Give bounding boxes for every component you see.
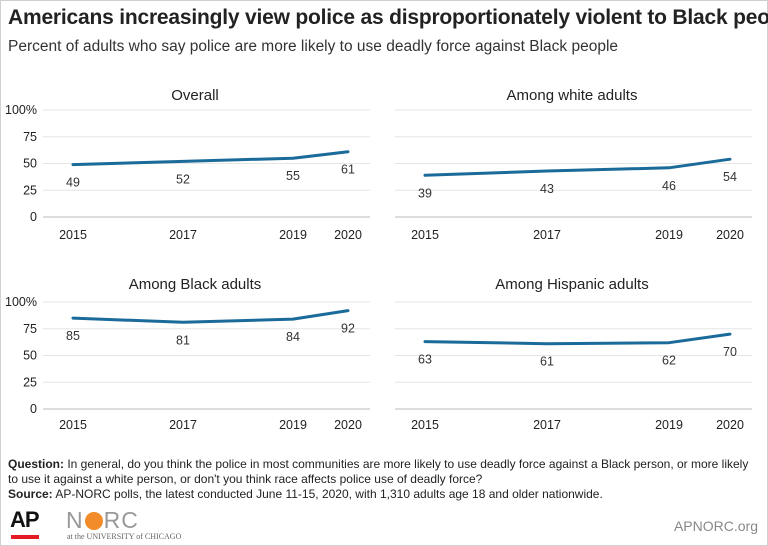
x-tick-label: 2015 <box>59 418 87 432</box>
x-tick-label: 2015 <box>59 228 87 242</box>
data-label: 43 <box>540 182 554 196</box>
data-label: 61 <box>341 163 355 177</box>
norc-letter-n: N <box>66 507 84 533</box>
y-tick-label: 0 <box>30 402 37 416</box>
x-tick-label: 2019 <box>655 418 683 432</box>
question-text: In general, do you think the police in m… <box>8 457 749 486</box>
data-label: 54 <box>723 170 737 184</box>
notes: Question: In general, do you think the p… <box>8 457 760 502</box>
norc-logo: N RC at the UNIVERSITY of CHICAGO <box>66 507 181 541</box>
panel-title: Overall <box>171 87 219 104</box>
ap-logo-bar <box>11 535 39 539</box>
panel-title: Among Hispanic adults <box>495 276 648 293</box>
x-tick-label: 2017 <box>169 418 197 432</box>
y-tick-label: 100% <box>5 103 37 117</box>
x-tick-label: 2020 <box>334 228 362 242</box>
norc-subtitle: at the UNIVERSITY of CHICAGO <box>67 532 182 541</box>
y-tick-label: 75 <box>23 130 37 144</box>
series-line <box>423 332 732 346</box>
x-tick-label: 2019 <box>279 228 307 242</box>
source-label: Source: <box>8 487 53 501</box>
x-tick-label: 2019 <box>279 418 307 432</box>
y-tick-label: 25 <box>23 375 37 389</box>
data-label: 81 <box>176 333 190 347</box>
data-label: 46 <box>662 179 676 193</box>
x-tick-label: 2019 <box>655 228 683 242</box>
x-tick-label: 2015 <box>411 418 439 432</box>
panel-title: Among white adults <box>507 87 638 104</box>
x-tick-label: 2020 <box>716 228 744 242</box>
panel-title: Among Black adults <box>129 276 262 293</box>
data-label: 49 <box>66 176 80 190</box>
y-tick-label: 0 <box>30 210 37 224</box>
source-text: AP-NORC polls, the latest conducted June… <box>52 487 603 501</box>
norc-o-circle <box>84 512 103 530</box>
y-tick-label: 100% <box>5 295 37 309</box>
x-tick-label: 2020 <box>334 418 362 432</box>
data-label: 61 <box>540 355 554 369</box>
x-tick-label: 2017 <box>533 418 561 432</box>
y-tick-label: 50 <box>23 157 37 171</box>
chart-subtitle: Percent of adults who say police are mor… <box>8 38 619 55</box>
data-label: 62 <box>662 354 676 368</box>
data-label: 52 <box>176 172 190 186</box>
data-label: 70 <box>723 345 737 359</box>
data-label: 84 <box>286 330 300 344</box>
x-tick-label: 2017 <box>533 228 561 242</box>
norc-letters-rc: RC <box>103 507 139 533</box>
series-line <box>71 309 350 324</box>
series-line <box>71 150 350 167</box>
question-label: Question: <box>8 457 64 471</box>
x-tick-label: 2017 <box>169 228 197 242</box>
y-tick-label: 50 <box>23 349 37 363</box>
data-label: 63 <box>418 353 432 367</box>
data-label: 39 <box>418 186 432 200</box>
small-multiples-chart: Overall 100% 75 50 25 0 2015 2017 2019 2020 49 52 55… <box>5 87 752 432</box>
data-label: 85 <box>66 329 80 343</box>
chart-title: Americans increasingly view police as di… <box>8 6 768 29</box>
data-label: 92 <box>341 322 355 336</box>
y-tick-label: 25 <box>23 183 37 197</box>
data-label: 55 <box>286 169 300 183</box>
ap-logo: AP <box>10 507 40 532</box>
footer: AP N RC at the UNIVERSITY of CHICAGO APNO… <box>0 505 768 545</box>
series-line <box>423 157 732 177</box>
x-tick-label: 2020 <box>716 418 744 432</box>
y-tick-label: 75 <box>23 322 37 336</box>
site-link[interactable]: APNORC.org <box>673 518 758 534</box>
x-tick-label: 2015 <box>411 228 439 242</box>
